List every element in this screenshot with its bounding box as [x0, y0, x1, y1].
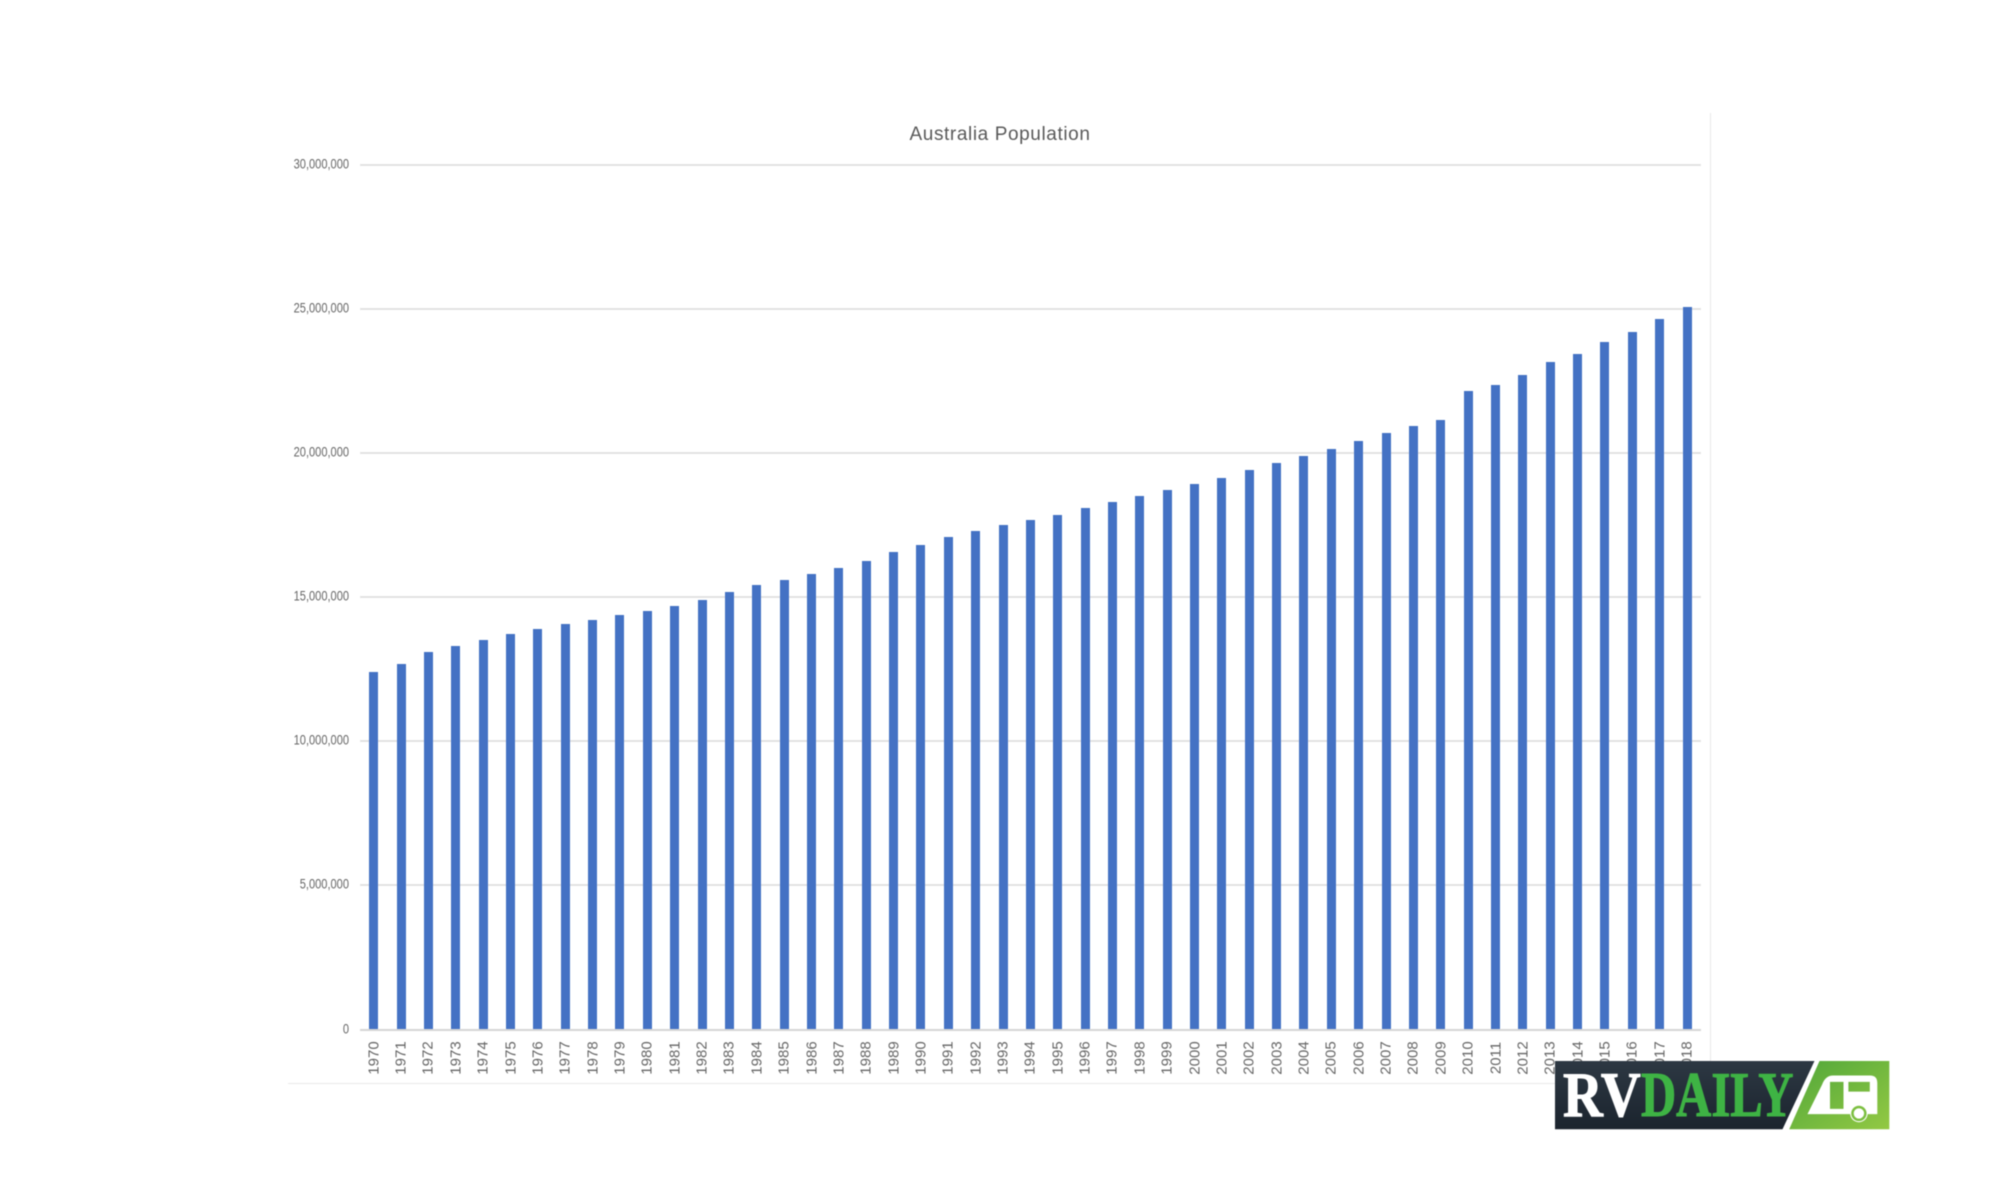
svg-text:DAILY: DAILY	[1641, 1061, 1793, 1130]
svg-text:RV: RV	[1563, 1061, 1641, 1130]
